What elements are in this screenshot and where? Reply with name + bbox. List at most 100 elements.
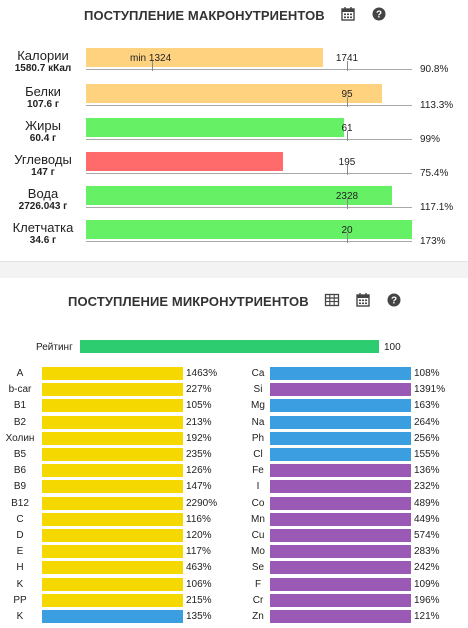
micronutrient-percent: 449% (414, 514, 440, 525)
macro-bar (86, 186, 392, 205)
micronutrient-name: Ca (251, 368, 265, 379)
calendar-icon[interactable] (340, 6, 356, 22)
micronutrient-percent: 1391% (414, 384, 446, 395)
micronutrient-percent: 213% (186, 417, 212, 428)
macro-track (86, 207, 412, 208)
macro-norm-tick (347, 199, 348, 209)
micronutrient-percent: 574% (414, 530, 440, 541)
macro-label: Клетчатка 34.6 г (0, 221, 86, 247)
macro-name: Калории (17, 48, 69, 63)
micronutrient-percent: 136% (414, 465, 440, 476)
rating-value: 100 (384, 342, 401, 353)
micronutrient-name: K (16, 611, 24, 622)
micronutrient-name: Холин (5, 433, 35, 444)
micronutrient-percent: 147% (186, 481, 212, 492)
micronutrient-percent: 232% (414, 481, 440, 492)
micronutrient-percent: 283% (414, 546, 440, 557)
help-icon[interactable]: ? (371, 6, 387, 22)
micronutrients-title: ПОСТУПЛЕНИЕ МИКРОНУТРИЕНТОВ (68, 294, 309, 309)
micronutrient-name: Zn (252, 611, 264, 622)
help-icon[interactable]: ? (386, 292, 402, 308)
micronutrient-percent: 264% (414, 417, 440, 428)
micronutrient-percent: 1463% (186, 368, 218, 379)
micronutrient-bar (42, 497, 183, 510)
macro-label: Вода 2726.043 г (0, 187, 86, 213)
micronutrient-bar (42, 513, 183, 526)
rating-label: Рейтинг (36, 342, 73, 353)
micronutrient-bar (270, 545, 411, 558)
macro-norm-value: 195 (338, 157, 356, 168)
micronutrient-name: Cu (251, 530, 265, 541)
micronutrient-name: F (254, 579, 262, 590)
macro-label: Углеводы 147 г (0, 153, 86, 179)
macro-name: Клетчатка (12, 220, 74, 235)
macro-bar (86, 48, 323, 67)
micronutrient-percent: 106% (186, 579, 212, 590)
micronutrients-header: ПОСТУПЛЕНИЕ МИКРОНУТРИЕНТОВ ? (0, 278, 468, 310)
macro-norm-tick (347, 233, 348, 243)
micronutrient-name: C (16, 514, 24, 525)
micronutrient-bar (42, 432, 183, 445)
micronutrient-percent: 116% (186, 514, 211, 525)
macro-bar (86, 152, 283, 171)
table-icon[interactable] (324, 292, 340, 308)
micronutrient-percent: 105% (186, 400, 212, 411)
macro-amount: 60.4 г (29, 133, 57, 144)
macro-track (86, 105, 412, 106)
micronutrient-percent: 192% (186, 433, 212, 444)
macro-name: Жиры (25, 118, 61, 133)
macro-track (86, 139, 412, 140)
panel-gap (0, 262, 468, 278)
macro-norm-tick (347, 165, 348, 175)
micronutrient-name: B12 (11, 498, 29, 509)
macro-track (86, 241, 412, 242)
macro-norm-value: 95 (341, 89, 353, 100)
macro-amount: 1580.7 кКал (14, 63, 72, 74)
macro-label: Калории 1580.7 кКал (0, 49, 86, 75)
macronutrients-header: ПОСТУПЛЕНИЕ МАКРОНУТРИЕНТОВ ? (0, 0, 468, 32)
macro-name: Углеводы (14, 152, 72, 167)
macro-norm-value: 61 (341, 123, 353, 134)
micronutrient-bar (42, 448, 183, 461)
micronutrient-bar (42, 399, 183, 412)
macro-percent: 113.3% (420, 100, 454, 111)
micronutrient-bar (270, 578, 411, 591)
micronutrient-percent: 126% (186, 465, 212, 476)
micronutrients-panel: ПОСТУПЛЕНИЕ МИКРОНУТРИЕНТОВ ? Рейтинг 10… (0, 278, 468, 628)
micronutrient-name: I (256, 481, 260, 492)
micronutrient-name: B9 (13, 481, 27, 492)
micronutrient-bar (270, 497, 411, 510)
micronutrient-percent: 109% (414, 579, 440, 590)
micronutrient-bar (270, 529, 411, 542)
macro-amount: 147 г (31, 167, 55, 178)
micronutrient-percent: 242% (414, 562, 440, 573)
macro-track (86, 69, 412, 70)
svg-text:?: ? (376, 10, 382, 21)
rating-bar (80, 340, 379, 353)
micronutrient-bar (42, 480, 183, 493)
macro-bar (86, 118, 344, 137)
micronutrient-bar (270, 416, 411, 429)
macro-percent: 90.8% (420, 64, 449, 75)
macro-amount: 34.6 г (29, 235, 57, 246)
macro-min-value: min 1324 (130, 53, 172, 64)
micronutrient-bar (42, 545, 183, 558)
micronutrient-name: B6 (13, 465, 27, 476)
micronutrient-name: E (16, 546, 24, 557)
macro-min-tick (152, 61, 153, 71)
micronutrient-name: D (16, 530, 24, 541)
macro-norm-value: 2328 (335, 191, 359, 202)
macro-norm-value: 20 (341, 225, 353, 236)
micronutrient-bar (270, 561, 411, 574)
macro-bar (86, 220, 412, 239)
micronutrient-bar (42, 416, 183, 429)
calendar-icon[interactable] (355, 292, 371, 308)
macro-label: Белки 107.6 г (0, 85, 86, 111)
micronutrient-name: A (16, 368, 24, 379)
micronutrient-bar (42, 367, 183, 380)
macro-percent: 75.4% (420, 168, 449, 179)
svg-text:?: ? (391, 296, 397, 307)
micronutrient-bar (42, 383, 183, 396)
micronutrient-bar (42, 610, 183, 623)
micronutrient-bar (42, 561, 183, 574)
